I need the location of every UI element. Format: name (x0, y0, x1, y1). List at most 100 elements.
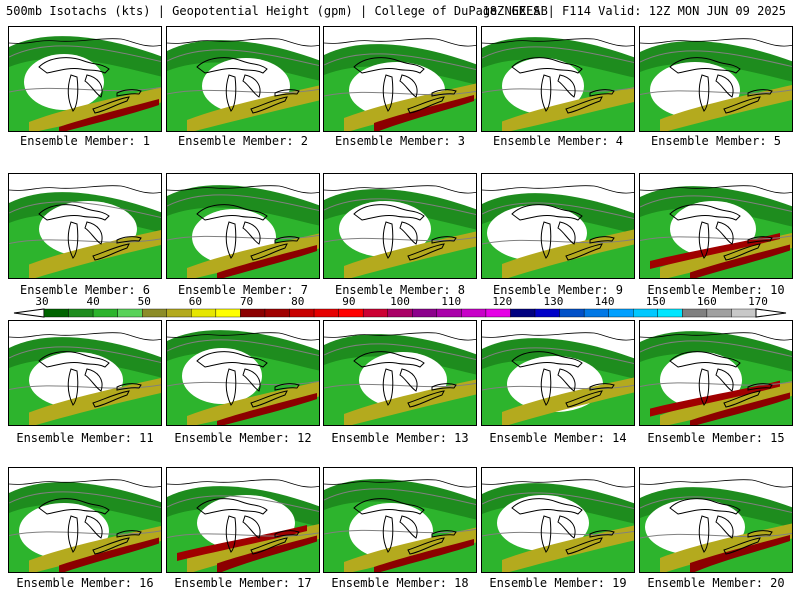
colorbar-swatch (264, 308, 290, 318)
height-contour (482, 202, 634, 220)
border-outline (640, 332, 792, 341)
low-wind-area (670, 201, 756, 257)
colorbar-swatch (657, 308, 683, 318)
colorbar-swatch (510, 308, 536, 318)
map-svg (640, 479, 792, 572)
lake-michigan-outline (67, 74, 79, 112)
border-outline (167, 185, 319, 194)
colorbar-tick-label: 40 (86, 295, 100, 308)
lake-erie-outline (407, 243, 445, 261)
height-contour (640, 496, 792, 514)
ensemble-member-label: Ensemble Member: 6 (19, 283, 151, 297)
map-svg (324, 332, 476, 425)
colorbar-swatch (215, 308, 241, 318)
height-contour (167, 532, 319, 538)
lake-ontario-outline (589, 383, 615, 391)
colorbar-tick-label: 60 (188, 295, 203, 308)
lake-huron-outline (84, 221, 103, 245)
height-contour (167, 88, 319, 95)
colorbar-swatch (461, 308, 487, 318)
lake-erie-outline (565, 96, 603, 114)
lake-huron-outline (557, 368, 576, 392)
jet-core-yellow (502, 525, 634, 572)
colorbar-swatch (92, 308, 118, 318)
map-svg (324, 38, 476, 131)
ensemble-member-label: Ensemble Member: 1 (19, 134, 151, 148)
lake-huron-outline (715, 221, 734, 245)
lake-michigan-outline (225, 368, 237, 406)
lake-huron-outline (715, 74, 734, 98)
lake-huron-outline (84, 74, 103, 98)
colorbar-tick-label: 90 (342, 295, 356, 308)
ensemble-map-panel (639, 467, 793, 573)
ensemble-map-panel (166, 26, 320, 132)
lake-erie-outline (92, 390, 130, 408)
colorbar-tick-label: 30 (35, 295, 49, 308)
ensemble-map-panel (8, 467, 162, 573)
height-contour (9, 201, 161, 219)
colorbar-swatch (559, 308, 585, 318)
lake-superior-outline (511, 498, 583, 515)
ensemble-member-label: Ensemble Member: 8 (334, 283, 466, 297)
lake-ontario-outline (274, 383, 300, 391)
lake-ontario-outline (116, 89, 142, 97)
border-outline (9, 332, 161, 341)
lake-ontario-outline (747, 236, 773, 244)
lake-huron-outline (557, 221, 576, 245)
height-contour (9, 491, 161, 509)
lake-ontario-outline (747, 383, 773, 391)
colorbar-tick-label: 70 (239, 295, 254, 308)
lake-ontario-outline (274, 89, 300, 97)
colorbar-swatch (43, 308, 69, 318)
colorbar-swatch (166, 308, 192, 318)
low-wind-area (339, 201, 431, 257)
ensemble-map-panel (481, 173, 635, 279)
lake-ontario-outline (116, 530, 142, 538)
lake-michigan-outline (540, 368, 552, 406)
colorbar-tick-label: 80 (291, 295, 305, 308)
lake-superior-outline (511, 351, 583, 368)
border-outline (482, 185, 634, 194)
jet-core-yellow (29, 377, 161, 425)
lake-huron-outline (242, 515, 261, 539)
height-contour (167, 380, 319, 387)
ensemble-map-panel (323, 467, 477, 573)
colorbar-tick-label: 140 (594, 295, 615, 308)
ensemble-member-label: Ensemble Member: 7 (177, 283, 309, 297)
map-svg (324, 479, 476, 572)
lake-erie-outline (92, 537, 130, 555)
lake-huron-outline (399, 368, 418, 392)
map-svg (482, 479, 634, 572)
lake-superior-outline (38, 351, 110, 368)
lake-ontario-outline (431, 530, 457, 538)
height-contour (324, 343, 476, 361)
border-outline (324, 185, 476, 194)
height-contour (482, 46, 634, 64)
map-svg (482, 332, 634, 425)
ensemble-member-label: Ensemble Member: 14 (489, 431, 627, 445)
lake-superior-outline (669, 204, 741, 221)
lake-erie-outline (250, 243, 288, 261)
colorbar-swatch (731, 308, 757, 318)
height-contour (482, 492, 634, 510)
border-outline (640, 38, 792, 47)
lake-superior-outline (353, 351, 425, 368)
ensemble-member-label: Ensemble Member: 15 (647, 431, 785, 445)
lake-michigan-outline (382, 221, 394, 259)
jet-core-max (374, 539, 474, 572)
colorbar-swatch (313, 308, 339, 318)
ensemble-map-panel (8, 320, 162, 426)
height-contour (167, 234, 319, 241)
lake-huron-outline (557, 74, 576, 98)
border-outline (324, 332, 476, 341)
height-contour (640, 89, 792, 95)
jet-core-max (217, 393, 317, 425)
lake-erie-outline (250, 390, 288, 408)
height-contour (324, 382, 476, 389)
height-contour (482, 530, 634, 537)
lake-erie-outline (250, 96, 288, 114)
colorbar-swatch (485, 308, 511, 318)
lake-michigan-outline (382, 515, 394, 553)
jet-core-max (374, 95, 474, 131)
height-contour (9, 384, 161, 390)
